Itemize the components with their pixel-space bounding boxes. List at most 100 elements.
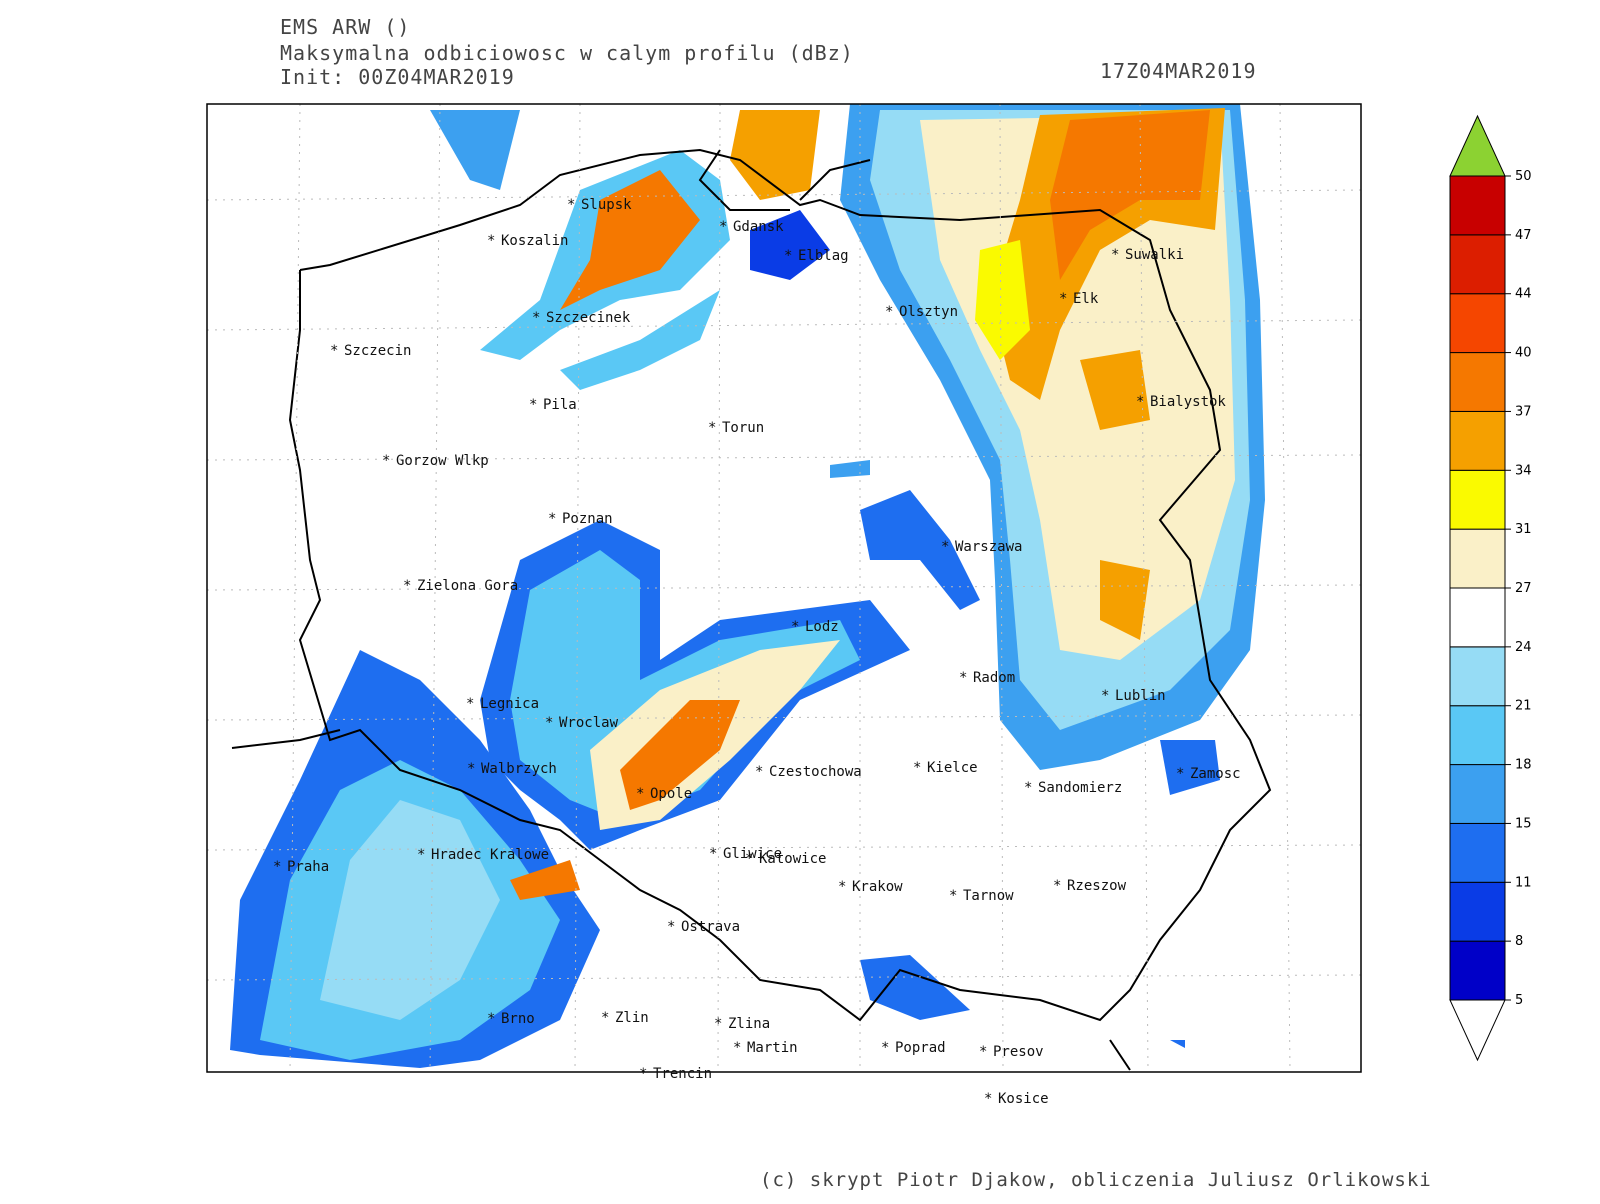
colorbar-tick-label: 15	[1515, 816, 1532, 831]
colorbar-tick-label: 50	[1515, 169, 1532, 184]
city-label: Opole	[650, 786, 692, 802]
colorbar-box	[1449, 410, 1506, 471]
city-marker: *	[708, 420, 716, 436]
city-marker: *	[639, 1066, 647, 1082]
city-marker: *	[1136, 394, 1144, 410]
city-label: Zamosc	[1190, 766, 1241, 782]
city-label: Lodz	[805, 619, 839, 635]
city-label: Szczecinek	[546, 310, 631, 326]
colorbar-tick-label: 37	[1515, 404, 1532, 419]
city-label: Martin	[747, 1040, 798, 1056]
title: EMS ARW ()	[280, 15, 410, 39]
colorbar-tick-label: 44	[1515, 287, 1532, 302]
city-label: Bialystok	[1150, 394, 1226, 410]
colorbar-box	[1449, 528, 1506, 589]
city-label: Trencin	[653, 1066, 712, 1082]
colorbar: 5 8 11 15 18 21 24 27 31 34 37 40 44 47 50	[1449, 114, 1532, 1062]
city-marker: *	[548, 511, 556, 527]
city-marker: *	[1101, 688, 1109, 704]
city-marker: *	[487, 233, 495, 249]
colorbar-tick-label: 24	[1515, 640, 1532, 655]
city-label: Kielce	[927, 760, 978, 776]
city-label: Pila	[543, 397, 577, 413]
city-label: Suwalki	[1125, 247, 1184, 263]
city-label: Presov	[993, 1044, 1044, 1060]
city-label: Kosice	[998, 1091, 1049, 1107]
colorbar-under	[1449, 999, 1506, 1062]
city-marker: *	[601, 1010, 609, 1026]
city-label: Katowice	[759, 851, 826, 867]
city-marker: *	[545, 715, 553, 731]
city-labels: * Slupsk * Koszalin * Gdansk * Elblag * Szczecine…	[273, 197, 1241, 1107]
colorbar-box	[1449, 646, 1506, 707]
city-label: Czestochowa	[769, 764, 862, 780]
city-label: Elblag	[798, 248, 849, 264]
city-label: Praha	[287, 859, 329, 875]
colorbar-tick-label: 47	[1515, 228, 1532, 243]
city-marker: *	[838, 879, 846, 895]
city-marker: *	[382, 453, 390, 469]
colorbar-box	[1449, 764, 1506, 824]
city-label: Zielona Gora	[417, 578, 518, 594]
subtitle: Maksymalna odbiciowosc w calym profilu (…	[280, 41, 854, 65]
credit: (c) skrypt Piotr Djakow, obliczenia Juli…	[760, 1169, 1432, 1191]
city-marker: *	[719, 219, 727, 235]
city-marker: *	[467, 761, 475, 777]
colorbar-tick-label: 18	[1515, 758, 1532, 773]
city-label: Slupsk	[581, 197, 632, 213]
city-label: Poznan	[562, 511, 613, 527]
city-marker: *	[984, 1091, 992, 1107]
colorbar-tick-label: 27	[1515, 581, 1532, 596]
city-label: Rzeszow	[1067, 878, 1127, 894]
city-marker: *	[791, 619, 799, 635]
colorbar-box	[1449, 175, 1506, 236]
graticule	[206, 103, 1362, 1073]
city-label: Wroclaw	[559, 715, 619, 731]
city-marker: *	[784, 248, 792, 264]
city-label: Zlin	[615, 1010, 649, 1026]
city-marker: *	[755, 764, 763, 780]
city-marker: *	[941, 539, 949, 555]
colorbar-over	[1449, 114, 1506, 177]
city-label: Gorzow Wlkp	[396, 453, 489, 469]
city-marker: *	[330, 343, 338, 359]
city-label: Warszawa	[955, 539, 1022, 555]
map-frame	[206, 103, 1362, 1073]
city-label: Ostrava	[681, 919, 740, 935]
city-marker: *	[417, 847, 425, 863]
colorbar-tick-label: 34	[1515, 463, 1532, 478]
colorbar-box	[1449, 881, 1506, 942]
colorbar-tick-label: 8	[1515, 934, 1523, 949]
city-marker: *	[959, 670, 967, 686]
city-label: Lublin	[1115, 688, 1166, 704]
city-marker: *	[1176, 766, 1184, 782]
city-marker: *	[636, 786, 644, 802]
city-label: Poprad	[895, 1040, 946, 1056]
city-marker: *	[532, 310, 540, 326]
borders	[231, 148, 1272, 1071]
city-marker: *	[1053, 878, 1061, 894]
city-label: Krakow	[852, 879, 903, 895]
city-marker: *	[529, 397, 537, 413]
city-marker: *	[403, 578, 411, 594]
init-time: Init: 00Z04MAR2019	[280, 65, 515, 89]
city-marker: *	[1111, 247, 1119, 263]
colorbar-box	[1449, 705, 1506, 766]
city-marker: *	[745, 851, 753, 867]
city-marker: *	[709, 846, 717, 862]
city-label: Elk	[1073, 291, 1099, 307]
city-marker: *	[949, 888, 957, 904]
city-label: Szczecin	[344, 343, 411, 359]
reflectivity-field	[230, 104, 1265, 1068]
city-label: Olsztyn	[899, 304, 958, 320]
colorbar-box	[1449, 234, 1506, 295]
city-marker: *	[913, 760, 921, 776]
city-label: Walbrzych	[481, 761, 557, 777]
city-marker: *	[667, 919, 675, 935]
colorbar-box	[1449, 940, 1506, 1001]
city-marker: *	[733, 1040, 741, 1056]
map: * Slupsk * Koszalin * Gdansk * Elblag * Szczecine…	[206, 103, 1362, 1107]
colorbar-box	[1449, 822, 1506, 883]
colorbar-tick-label: 11	[1515, 875, 1532, 890]
